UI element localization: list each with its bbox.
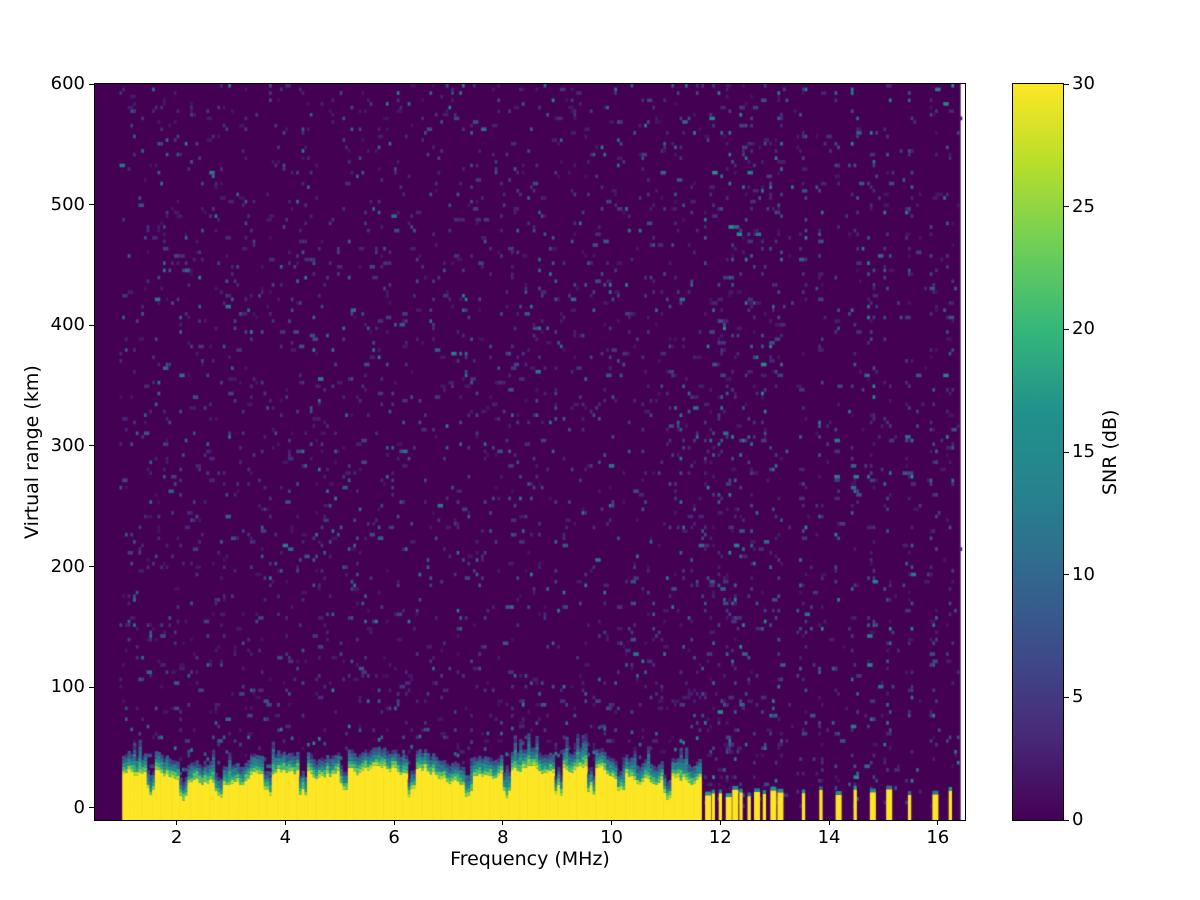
colorbar-tick-label: 20: [1072, 318, 1095, 340]
colorbar-tick-label: 10: [1072, 563, 1095, 585]
colorbar-tick-mark: [1064, 328, 1069, 330]
x-tick-mark: [502, 820, 504, 825]
x-tick-label: 8: [497, 827, 509, 848]
y-tick-mark: [89, 566, 95, 568]
colorbar-tick-mark: [1064, 574, 1069, 576]
y-tick-mark: [89, 204, 95, 206]
colorbar-tick-mark: [1064, 696, 1069, 698]
x-tick-label: 6: [388, 827, 400, 848]
x-tick-mark: [611, 820, 613, 825]
y-tick-mark: [89, 445, 95, 447]
x-tick-label: 16: [926, 827, 950, 848]
colorbar-tick-label: 25: [1072, 195, 1095, 217]
y-tick-label: 100: [50, 676, 85, 698]
x-tick-label: 2: [170, 827, 183, 848]
x-tick-mark: [719, 820, 721, 825]
y-tick-mark: [89, 324, 95, 326]
colorbar-tick-label: 30: [1072, 73, 1095, 94]
x-tick-mark: [176, 820, 178, 825]
y-tick-label: 600: [50, 73, 85, 94]
x-tick-label: 12: [708, 827, 732, 848]
x-tick-mark: [937, 820, 939, 825]
colorbar-tick-mark: [1064, 206, 1069, 208]
x-tick-mark: [828, 820, 830, 825]
x-tick-label: 10: [600, 827, 624, 848]
y-tick-label: 300: [50, 434, 85, 456]
x-axis-label: Frequency (MHz): [450, 848, 610, 870]
y-tick-label: 200: [50, 555, 85, 577]
x-tick-label: 4: [279, 827, 292, 848]
colorbar-tick-mark: [1064, 83, 1069, 85]
y-tick-label: 500: [50, 193, 85, 215]
heatmap-canvas: [95, 84, 965, 820]
x-tick-mark: [393, 820, 395, 825]
colorbar: [1012, 83, 1064, 821]
x-tick-label: 14: [817, 827, 841, 848]
colorbar-tick-label: 5: [1072, 686, 1084, 708]
colorbar-tick-label: 0: [1072, 809, 1084, 830]
y-tick-mark: [89, 83, 95, 85]
x-tick-mark: [284, 820, 286, 825]
y-tick-label: 400: [50, 314, 85, 336]
y-tick-mark: [89, 686, 95, 688]
colorbar-tick-mark: [1064, 451, 1069, 453]
y-tick-mark: [89, 807, 95, 809]
colorbar-tick-label: 15: [1072, 441, 1095, 462]
colorbar-tick-mark: [1064, 819, 1069, 821]
y-tick-label: 0: [73, 796, 85, 818]
